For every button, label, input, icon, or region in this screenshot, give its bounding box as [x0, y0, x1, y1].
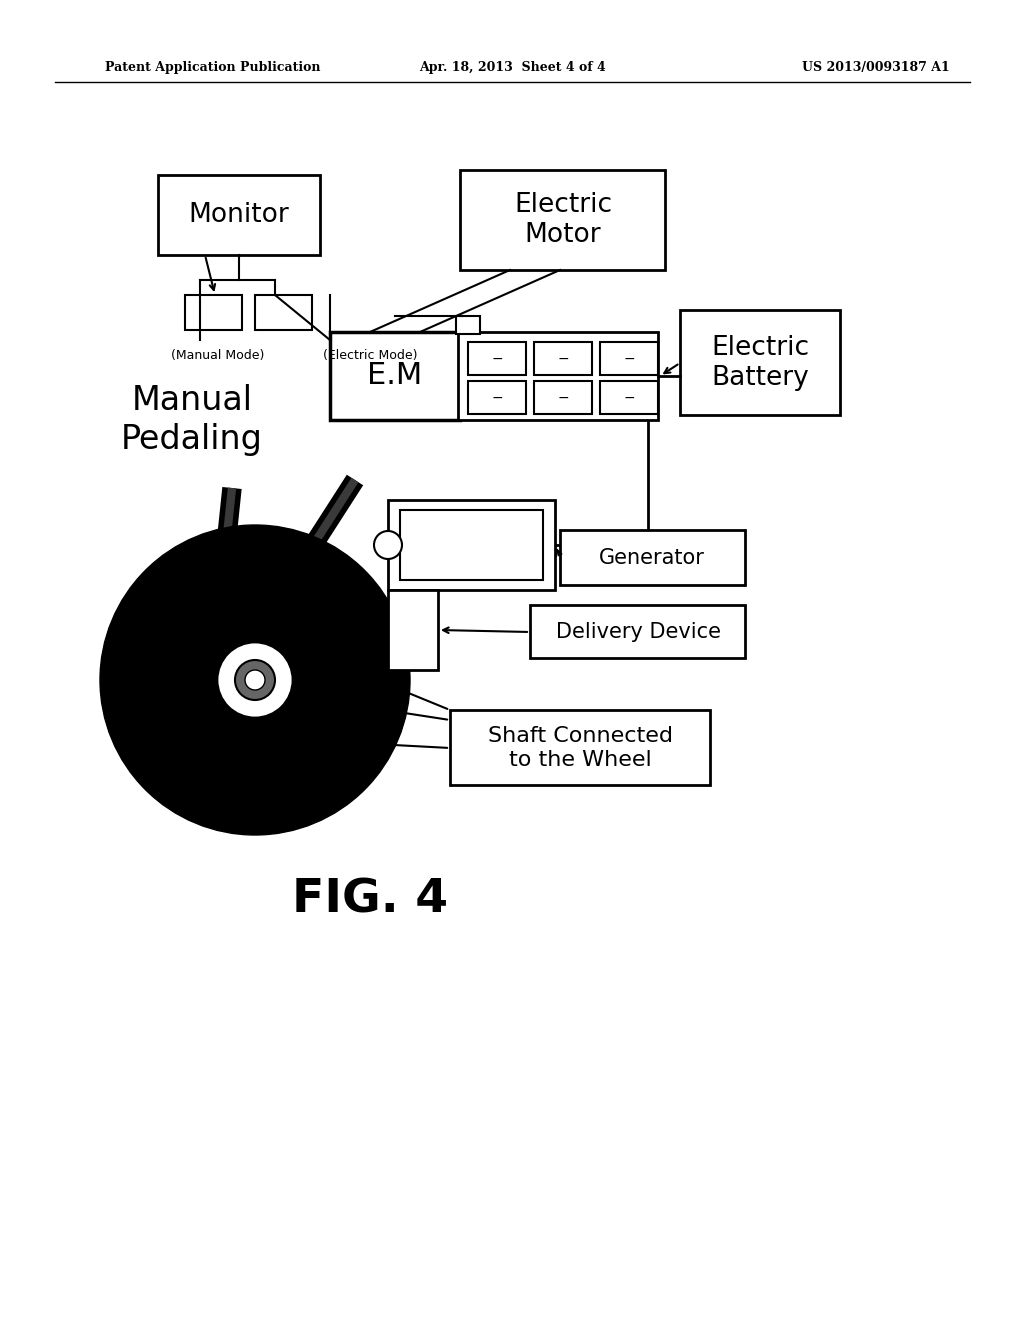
Circle shape [217, 642, 293, 718]
Text: Monitor: Monitor [188, 202, 290, 228]
Bar [468, 342, 526, 375]
Text: −: − [624, 391, 635, 404]
Bar [534, 381, 592, 414]
Bar [450, 710, 710, 785]
Bar [158, 176, 319, 255]
Text: −: − [492, 391, 503, 404]
Text: Patent Application Publication: Patent Application Publication [105, 62, 321, 74]
Text: Electric
Battery: Electric Battery [711, 335, 809, 391]
Text: Shaft Connected
to the Wheel: Shaft Connected to the Wheel [487, 726, 673, 770]
Text: Electric
Motor: Electric Motor [514, 191, 612, 248]
Bar [330, 333, 460, 420]
Text: (Electric Mode): (Electric Mode) [323, 348, 417, 362]
Text: −: − [492, 351, 503, 366]
Text: E.M: E.M [368, 362, 423, 391]
Bar [468, 381, 526, 414]
Bar [388, 590, 438, 671]
Text: US 2013/0093187 A1: US 2013/0093187 A1 [802, 62, 950, 74]
Text: FIG. 4: FIG. 4 [292, 878, 449, 923]
Bar [680, 310, 840, 414]
Text: Generator: Generator [599, 548, 705, 568]
Text: −: − [624, 351, 635, 366]
Bar [600, 342, 658, 375]
Bar [255, 294, 312, 330]
Text: (Manual Mode): (Manual Mode) [171, 348, 264, 362]
Bar [388, 500, 555, 590]
Bar [400, 510, 543, 579]
Circle shape [100, 525, 410, 836]
Bar [458, 333, 658, 420]
Bar [534, 342, 592, 375]
Text: Apr. 18, 2013  Sheet 4 of 4: Apr. 18, 2013 Sheet 4 of 4 [419, 62, 605, 74]
Bar [560, 531, 745, 585]
Bar [456, 315, 480, 334]
Bar [460, 170, 665, 271]
Text: Delivery Device: Delivery Device [555, 622, 721, 642]
Bar [600, 381, 658, 414]
Text: −: − [557, 391, 568, 404]
Circle shape [245, 671, 265, 690]
Circle shape [374, 531, 402, 558]
Text: Manual
Pedaling: Manual Pedaling [121, 384, 263, 455]
Circle shape [234, 660, 275, 700]
Bar [530, 605, 745, 657]
Bar [185, 294, 242, 330]
Text: −: − [557, 351, 568, 366]
